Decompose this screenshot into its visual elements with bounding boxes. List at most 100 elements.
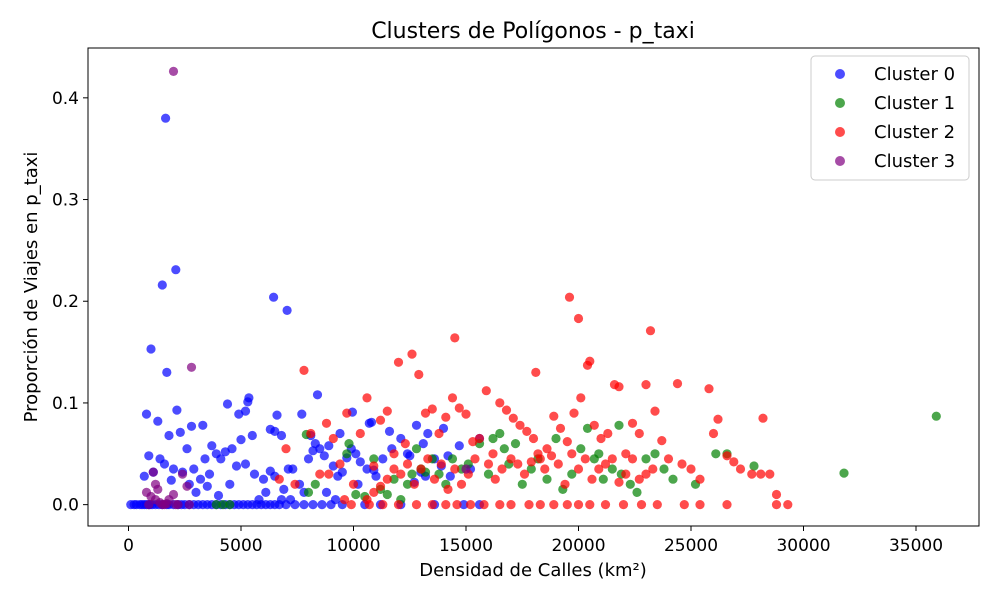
point-cluster-0 — [175, 427, 185, 437]
point-cluster-0 — [191, 487, 201, 497]
point-cluster-2 — [362, 495, 372, 505]
point-cluster-0 — [216, 454, 226, 464]
point-cluster-0 — [321, 487, 332, 497]
point-cluster-0 — [279, 484, 289, 494]
point-cluster-2 — [549, 411, 559, 421]
point-cluster-2 — [585, 500, 595, 510]
point-cluster-3 — [182, 481, 192, 491]
point-cluster-1 — [510, 439, 521, 449]
point-cluster-2 — [454, 403, 464, 413]
point-cluster-2 — [369, 487, 379, 497]
point-cluster-2 — [535, 500, 545, 510]
point-cluster-2 — [328, 433, 338, 444]
point-cluster-0 — [157, 280, 167, 290]
point-cluster-2 — [771, 500, 782, 510]
point-cluster-2 — [549, 500, 559, 510]
point-cluster-2 — [729, 457, 739, 467]
x-axis: 0 5000 10000 15000 20000 25000 30000 35000 — [123, 526, 943, 556]
point-cluster-2 — [450, 333, 460, 343]
point-cluster-0 — [144, 451, 154, 461]
point-cluster-2 — [495, 398, 505, 408]
point-cluster-0 — [186, 421, 197, 431]
point-cluster-2 — [589, 420, 599, 430]
point-cluster-2 — [450, 464, 460, 474]
point-cluster-2 — [580, 454, 590, 464]
point-cluster-2 — [274, 474, 284, 484]
point-cluster-2 — [652, 500, 662, 510]
point-cluster-0 — [200, 454, 210, 464]
point-cluster-2 — [441, 500, 451, 510]
point-cluster-3 — [168, 66, 179, 76]
point-cluster-2 — [490, 474, 500, 484]
point-cluster-2 — [564, 292, 575, 302]
legend: Cluster 0 Cluster 1 Cluster 2 Cluster 3 — [810, 55, 970, 181]
point-cluster-0 — [222, 399, 233, 409]
point-cluster-0 — [204, 469, 215, 479]
point-cluster-1 — [389, 474, 399, 484]
point-cluster-2 — [393, 357, 404, 367]
point-cluster-2 — [481, 386, 491, 396]
point-cluster-1 — [499, 444, 509, 454]
point-cluster-2 — [409, 479, 419, 489]
point-cluster-2 — [342, 408, 352, 418]
point-cluster-2 — [470, 454, 480, 464]
point-cluster-2 — [416, 464, 426, 474]
point-cluster-2 — [569, 408, 579, 418]
point-cluster-0 — [225, 479, 235, 489]
point-cluster-2 — [389, 464, 399, 474]
point-cluster-2 — [375, 415, 386, 425]
point-cluster-2 — [474, 433, 485, 444]
point-cluster-0 — [351, 449, 361, 459]
point-cluster-0 — [258, 474, 269, 484]
x-tick-label: 5000 — [219, 536, 262, 556]
point-cluster-1 — [344, 439, 354, 449]
point-cluster-3 — [162, 499, 172, 509]
point-cluster-3 — [150, 479, 161, 489]
point-cluster-1 — [495, 428, 505, 439]
point-cluster-3 — [184, 500, 194, 510]
point-cluster-2 — [686, 464, 696, 474]
point-cluster-1 — [749, 461, 759, 471]
point-cluster-2 — [621, 469, 631, 479]
legend-label: Cluster 2 — [874, 122, 955, 143]
point-cluster-2 — [627, 454, 638, 464]
point-cluster-2 — [407, 349, 417, 359]
point-cluster-0 — [276, 495, 287, 505]
point-cluster-0 — [285, 495, 296, 505]
point-cluster-2 — [506, 454, 516, 464]
legend-marker — [835, 127, 845, 137]
point-cluster-2 — [324, 469, 334, 479]
y-tick-label: 0.3 — [52, 191, 79, 211]
point-cluster-2 — [603, 428, 613, 439]
point-cluster-1 — [594, 449, 604, 459]
y-axis: 0.0 0.1 0.2 0.3 0.4 — [52, 89, 88, 516]
point-cluster-0 — [384, 426, 395, 436]
legend-label: Cluster 0 — [874, 64, 955, 85]
point-cluster-2 — [713, 414, 723, 424]
y-tick-label: 0.2 — [52, 292, 79, 312]
point-cluster-2 — [695, 474, 705, 484]
point-cluster-2 — [756, 469, 766, 479]
point-cluster-3 — [148, 467, 158, 477]
point-cluster-1 — [625, 479, 635, 489]
point-cluster-2 — [335, 459, 345, 469]
point-cluster-2 — [657, 436, 667, 446]
point-cluster-2 — [614, 382, 624, 392]
point-cluster-2 — [427, 404, 437, 414]
point-cluster-2 — [560, 479, 570, 489]
y-tick-label: 0.0 — [52, 496, 79, 516]
point-cluster-1 — [218, 500, 228, 510]
point-cluster-0 — [236, 435, 246, 445]
point-cluster-2 — [375, 481, 386, 491]
legend-label: Cluster 1 — [874, 93, 955, 114]
legend-marker — [835, 156, 845, 166]
point-cluster-2 — [641, 469, 651, 479]
point-cluster-0 — [202, 481, 212, 491]
y-axis-label: Proporción de Viajes en p_taxi — [21, 152, 42, 423]
point-cluster-2 — [465, 500, 476, 510]
point-cluster-1 — [483, 469, 494, 479]
point-cluster-1 — [650, 449, 660, 459]
point-cluster-0 — [227, 444, 237, 454]
point-cluster-1 — [310, 479, 320, 489]
point-cluster-2 — [420, 408, 431, 418]
